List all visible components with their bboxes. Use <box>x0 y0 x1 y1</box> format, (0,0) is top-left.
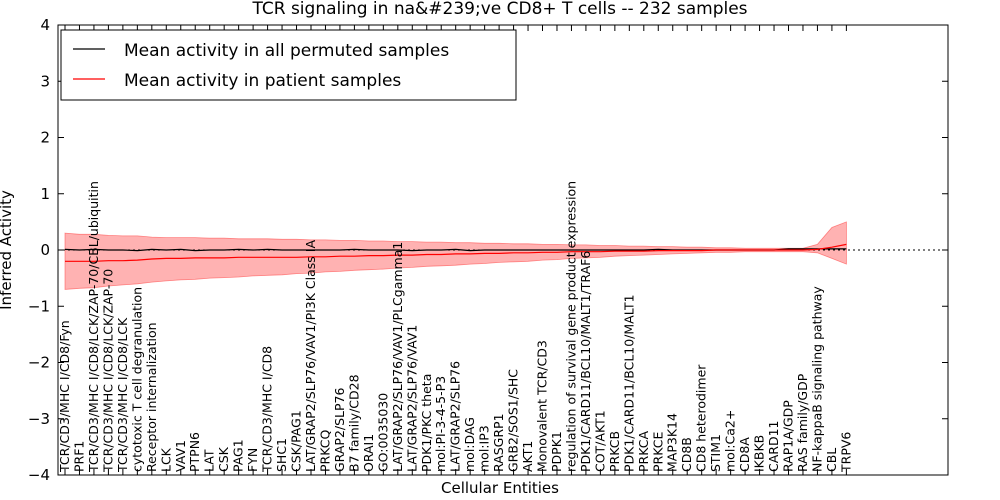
category-label: PDPK1 <box>549 431 564 472</box>
category-label: TCR/CD3/MHC I/CD8/LCK <box>115 317 130 473</box>
legend-box <box>60 29 517 101</box>
category-label: PRF1 <box>71 441 86 472</box>
y-tick-label: −2 <box>28 354 50 372</box>
y-tick-label: 1 <box>40 185 50 203</box>
y-tick-label: 2 <box>40 129 50 147</box>
category-label: B7 family/CD28 <box>346 374 361 472</box>
category-label: CARD11 <box>766 421 781 473</box>
category-label: PDK1/PKC theta <box>419 374 434 472</box>
category-label: mol:Ca2+ <box>723 410 738 472</box>
x-axis-title: Cellular Entities <box>441 479 559 497</box>
series-line-patient <box>65 243 847 262</box>
category-label: LAT/GRAP2/SLP76/VAV1/PLCgamma1 <box>390 242 405 472</box>
y-tick-label: −1 <box>28 297 50 315</box>
y-tick-label: −4 <box>28 466 50 484</box>
category-label: IKBKB <box>752 435 767 472</box>
category-label: mol:DAG <box>462 417 477 472</box>
category-label: CSK/PAG1 <box>289 410 304 472</box>
category-label: CD8A <box>737 437 752 472</box>
chart-title: TCR signaling in na&#239;ve CD8+ T cells… <box>251 0 747 19</box>
category-label: TCR/CD3/MHC I/CD8/Fyn <box>57 320 72 473</box>
category-label: NF-kappaB signaling pathway <box>809 286 824 472</box>
category-label: LAT <box>202 449 217 472</box>
category-label: cytotoxic T cell degranulation <box>129 287 144 472</box>
category-label: PTPN6 <box>187 432 202 472</box>
legend: Mean activity in all permuted samples Me… <box>60 29 517 101</box>
category-label: FYN <box>245 448 260 472</box>
category-label: mol:PI-3-4-5-P3 <box>433 376 448 472</box>
category-labels: TCR/CD3/MHC I/CD8/Fyn PRF1 TCR/CD3/MHC I/C… <box>57 181 853 473</box>
y-axis-ticks: −4 −3 −2 −1 0 1 2 3 4 <box>28 16 948 484</box>
category-label: PRKCB <box>607 431 622 472</box>
category-label: AKT1 <box>520 441 535 472</box>
category-label: STIM1 <box>708 434 723 472</box>
category-label: CD8B <box>679 437 694 472</box>
category-label: TRPV6 <box>838 432 853 473</box>
category-label: ORAI1 <box>361 434 376 472</box>
confidence-band-layer <box>64 221 847 290</box>
category-label: LAT/GRAP2/SLP76 <box>448 361 463 472</box>
plot-frame <box>57 24 949 476</box>
category-label: RASGRP1 <box>491 413 506 472</box>
category-label: LAT/GRAP2/SLP76/VAV1/PI3K Class IA <box>303 240 318 472</box>
category-label: GRAP2/SLP76 <box>332 387 347 472</box>
legend-label-patient: Mean activity in patient samples <box>124 71 401 91</box>
series-layer <box>64 243 847 262</box>
category-label: MAP3K14 <box>665 413 680 472</box>
category-label: LCK <box>158 447 173 472</box>
y-tick-label: 3 <box>40 72 50 90</box>
category-label: Monovalent TCR/CD3 <box>535 340 550 472</box>
x-axis-ticks <box>64 25 847 475</box>
category-label: GO:0035030 <box>375 393 390 472</box>
category-label: PRKCQ <box>317 430 332 472</box>
category-label: COT/AKT1 <box>592 410 607 472</box>
patient-confidence-band <box>64 221 847 290</box>
category-label: GRB2/SOS1/SHC <box>506 369 521 472</box>
legend-label-permuted: Mean activity in all permuted samples <box>124 41 449 61</box>
category-label: PRKCE <box>650 432 665 472</box>
category-label: VAV1 <box>173 440 188 472</box>
category-label: PRKCA <box>636 431 651 472</box>
category-label: RAP1A/GDP <box>781 400 796 472</box>
category-label: mol:IP3 <box>477 425 492 472</box>
y-tick-label: 4 <box>40 16 50 34</box>
category-label: TCR/CD3/MHC I/CD8 <box>260 346 275 473</box>
category-label: TCR/CD3/MHC I/CD8/LCK/ZAP-70 <box>100 269 115 473</box>
y-tick-label: −3 <box>28 410 50 428</box>
category-label: PDK1/CARD11/BCL10/MALT1 <box>621 294 636 472</box>
category-label: LAT/GRAP2/SLP76/VAV1 <box>404 325 419 472</box>
category-label: CBL <box>824 448 839 472</box>
category-label: CSK <box>216 446 231 472</box>
category-label: TCR/CD3/MHC I/CD8/LCK/ZAP-70/CBL/ubiquit… <box>86 181 101 473</box>
category-label: RAS family/GDP <box>795 373 810 472</box>
y-tick-label: 0 <box>40 241 50 259</box>
category-label: Receptor internalization <box>144 322 159 472</box>
category-label: regulation of survival gene product expr… <box>563 181 578 472</box>
category-label: SHC1 <box>274 438 289 472</box>
category-label: PDK1/CARD11/BCL10/MALT1/TRAF6 <box>578 251 593 472</box>
category-label: PAG1 <box>231 439 246 472</box>
y-axis-title: Inferred Activity <box>0 190 15 310</box>
category-label: CD8 heterodimer <box>694 364 709 472</box>
